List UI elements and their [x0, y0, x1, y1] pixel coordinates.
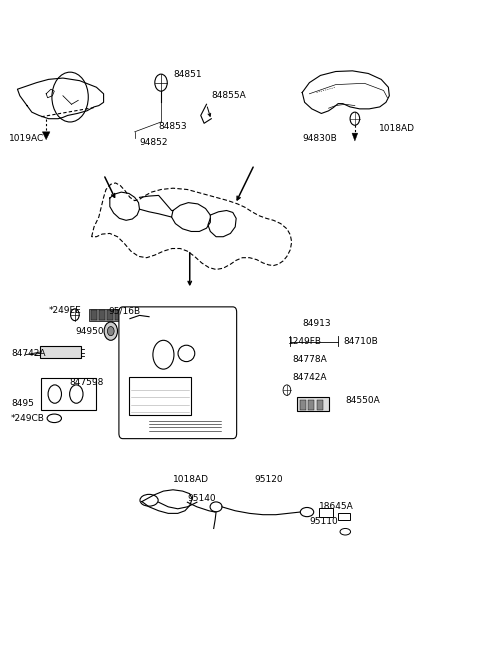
Text: 84853: 84853: [158, 122, 187, 131]
Bar: [319, 508, 333, 516]
Text: 1019AC: 1019AC: [9, 134, 45, 143]
Bar: [129, 377, 191, 415]
Text: *249EE: *249EE: [48, 306, 81, 315]
Text: 84913: 84913: [302, 319, 331, 328]
Text: 84710B: 84710B: [343, 337, 378, 346]
Text: 1018AD: 1018AD: [173, 475, 209, 484]
Text: 84778A: 84778A: [293, 355, 327, 364]
Bar: [107, 310, 113, 320]
Bar: [99, 310, 105, 320]
Bar: [89, 309, 135, 321]
Text: 84550A: 84550A: [345, 396, 380, 405]
Bar: [115, 310, 121, 320]
Text: 84742A: 84742A: [293, 373, 327, 382]
Text: 18645A: 18645A: [319, 503, 354, 511]
Text: 95140: 95140: [187, 495, 216, 503]
Bar: [123, 310, 130, 320]
Text: 1249FB: 1249FB: [288, 337, 322, 346]
Bar: [91, 310, 97, 320]
Text: 84742A: 84742A: [11, 349, 46, 358]
Circle shape: [108, 327, 114, 336]
Text: 95/16B: 95/16B: [108, 306, 141, 315]
Bar: [300, 400, 306, 410]
Text: 1018AD: 1018AD: [379, 124, 415, 133]
FancyBboxPatch shape: [119, 307, 237, 439]
Circle shape: [104, 322, 118, 340]
Bar: [338, 512, 350, 520]
Text: 95110: 95110: [310, 518, 338, 526]
Bar: [298, 397, 328, 411]
Text: 84851: 84851: [173, 70, 202, 79]
Bar: [41, 378, 96, 411]
Text: *249CB: *249CB: [11, 415, 45, 424]
Text: 94830B: 94830B: [302, 134, 337, 143]
Text: 94950: 94950: [75, 327, 104, 336]
Bar: [317, 400, 323, 410]
Bar: [40, 346, 81, 358]
Text: 8495: 8495: [11, 399, 34, 409]
Bar: [309, 400, 314, 410]
Text: 94852: 94852: [140, 139, 168, 147]
Text: 84855A: 84855A: [211, 91, 246, 101]
Text: 847598: 847598: [69, 378, 104, 387]
Polygon shape: [42, 132, 50, 140]
Text: 95120: 95120: [254, 475, 283, 484]
Polygon shape: [352, 133, 358, 141]
